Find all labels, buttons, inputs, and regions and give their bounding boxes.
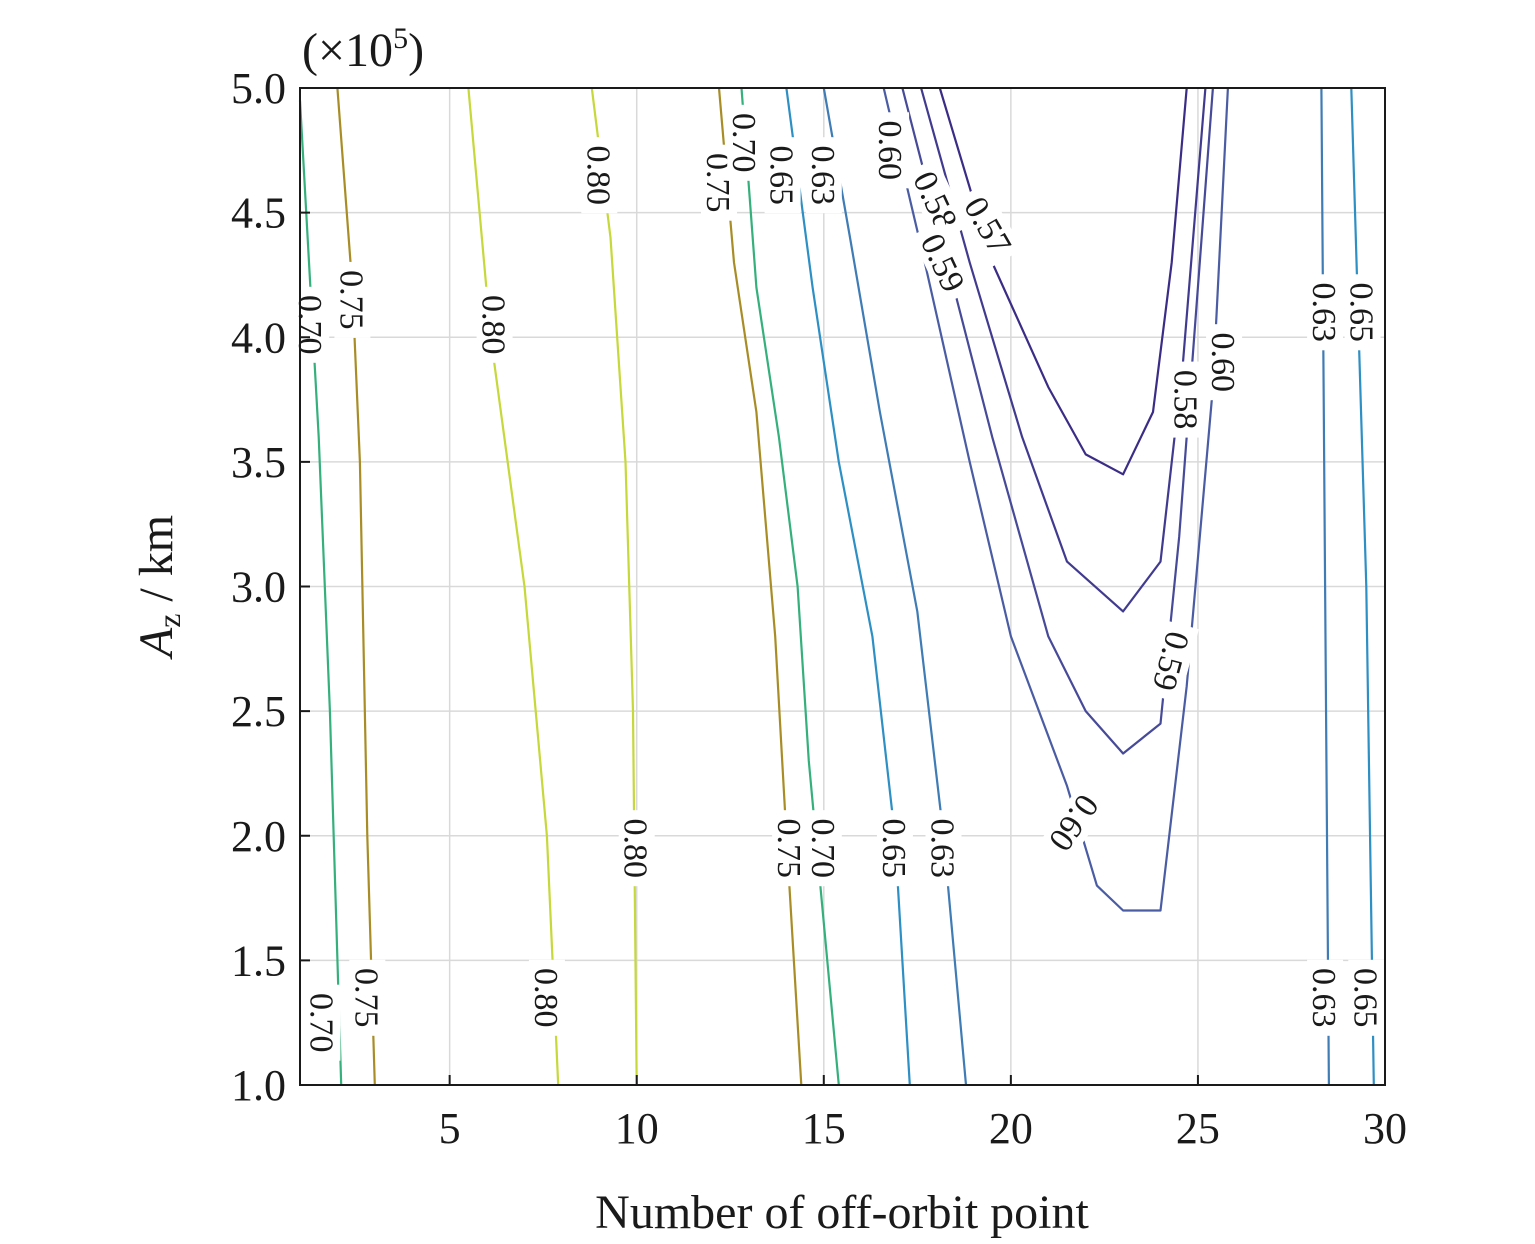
contour-label-text: 0.63: [1305, 968, 1342, 1028]
contour-label: 0.80: [527, 959, 565, 1036]
contour-line-0_60: [882, 87, 1229, 912]
contour-label-bg: [903, 158, 969, 243]
contour-label-bg: [1168, 361, 1205, 438]
y-axis-label: Az / km: [130, 515, 187, 660]
contour-label-bg: [528, 959, 565, 1036]
contour-label: 0.80: [579, 137, 618, 214]
contour-label: 0.75: [770, 810, 809, 887]
contour-label-text: 0.65: [1343, 283, 1380, 343]
y-tick-label: 3.5: [231, 438, 286, 487]
contour-label-bg: [618, 810, 655, 887]
x-tick-label: 5: [439, 1104, 461, 1153]
contour-label: 0.65: [1346, 959, 1385, 1036]
contour-label-bg: [876, 810, 913, 887]
x-tick-label: 25: [1176, 1104, 1220, 1153]
contour-label-bg: [1144, 619, 1199, 703]
contour-label: 0.80: [475, 286, 513, 363]
contour-label-bg: [805, 810, 842, 887]
contour-label-bg: [304, 984, 341, 1061]
y-axis-ticks: 1.0 1.5 2.0 2.5 3.0 3.5 4.0 4.5 5.0: [231, 64, 310, 1110]
contour-label-text: 0.63: [1305, 283, 1342, 343]
contour-label: 0.58: [1167, 361, 1205, 438]
contour-label: 0.70: [725, 104, 764, 181]
contour-label-text: 0.70: [302, 993, 339, 1052]
contour-label-text: 0.60: [1204, 332, 1241, 392]
contour-label-text: 0.80: [527, 968, 564, 1028]
contour-label: 0.60: [1204, 324, 1243, 401]
contour-label-text: 0.75: [332, 270, 369, 330]
contour-label: 0.63: [804, 137, 842, 214]
contour-label-bg: [772, 810, 809, 887]
contour-label-text: 0.80: [617, 818, 654, 878]
contour-label-text: 0.65: [763, 145, 800, 205]
y-tick-label: 4.0: [231, 313, 286, 362]
contour-label-text: 0.80: [475, 295, 512, 355]
contour-label-bg: [953, 183, 1023, 268]
contour-label-bg: [925, 810, 962, 887]
contour-label: 0.60: [871, 112, 910, 189]
contour-label: 0.75: [347, 959, 386, 1036]
contour-label-text: 0.63: [924, 818, 961, 878]
contour-label-bg: [805, 137, 842, 214]
contour-label-bg: [476, 286, 513, 363]
y-tick-label: 3.0: [231, 563, 286, 612]
y-tick-label: 1.0: [231, 1061, 286, 1110]
contour-label: 0.70: [302, 984, 341, 1061]
contour-label-bg: [581, 137, 618, 214]
contour-label: 0.63: [1305, 274, 1344, 351]
contour-label-bg: [1344, 274, 1381, 351]
contour-line-0_70: [298, 100, 343, 1086]
contour-label: 0.70: [804, 810, 842, 887]
contour-line-0_80: [467, 87, 560, 1086]
contour-label: 0.70: [291, 286, 330, 363]
contour-label-text: 0.58: [1167, 370, 1204, 430]
x-tick-label: 30: [1363, 1104, 1407, 1153]
contour-label-text: 0.80: [579, 145, 616, 205]
contour-label-bg: [1307, 959, 1344, 1036]
contour-label-bg: [873, 112, 910, 189]
y-multiplier-label: (×105): [302, 22, 424, 77]
contour-label: 0.63: [1305, 959, 1344, 1036]
y-tick-label: 4.5: [231, 189, 286, 238]
contour-label-bg: [764, 137, 801, 214]
contour-line-0_65: [1350, 87, 1375, 1086]
contour-label-text: 0.65: [1346, 968, 1383, 1028]
contour-label-text: 0.70: [804, 818, 841, 878]
contour-label-bg: [727, 104, 764, 181]
contour-label: 0.80: [617, 810, 655, 887]
contour-line-0_75: [336, 87, 376, 1086]
contour-label-bg: [1206, 324, 1243, 401]
contour-label-text: 0.70: [291, 295, 328, 355]
x-tick-label: 20: [989, 1104, 1033, 1153]
contour-label-bg: [293, 286, 330, 363]
contour-label-bg: [334, 261, 371, 338]
contour-label-bg: [911, 220, 976, 305]
contour-label-text: 0.63: [804, 145, 841, 205]
contour-label: 0.75: [332, 261, 371, 338]
y-tick-label: 2.0: [231, 812, 286, 861]
contour-label-text: 0.70: [725, 113, 762, 173]
contour-label-text: 0.65: [875, 818, 912, 878]
x-axis-label: Number of off-orbit point: [595, 1186, 1089, 1239]
contour-label-text: 0.75: [347, 968, 384, 1028]
contour-label-text: 0.75: [770, 818, 807, 878]
x-tick-label: 10: [615, 1104, 659, 1153]
y-tick-label: 2.5: [231, 687, 286, 736]
contour-label: 0.65: [875, 810, 913, 887]
contour-label: 0.65: [763, 137, 801, 214]
contour-label: 0.63: [924, 810, 962, 887]
x-axis-ticks: 5 10 15 20 25 30: [439, 1075, 1407, 1153]
y-tick-label: 1.5: [231, 936, 286, 985]
y-tick-label: 5.0: [231, 64, 286, 113]
contour-label-bg: [1348, 959, 1385, 1036]
contour-line-0_57: [938, 87, 1188, 476]
contour-label-bg: [1307, 274, 1344, 351]
x-tick-label: 15: [802, 1104, 846, 1153]
contour-line-0_63: [1320, 87, 1330, 1086]
contour-label: 0.65: [1343, 274, 1381, 351]
contour-label-bg: [1037, 781, 1112, 865]
contour-label-bg: [349, 959, 386, 1036]
contour-label-text: 0.60: [871, 121, 908, 181]
